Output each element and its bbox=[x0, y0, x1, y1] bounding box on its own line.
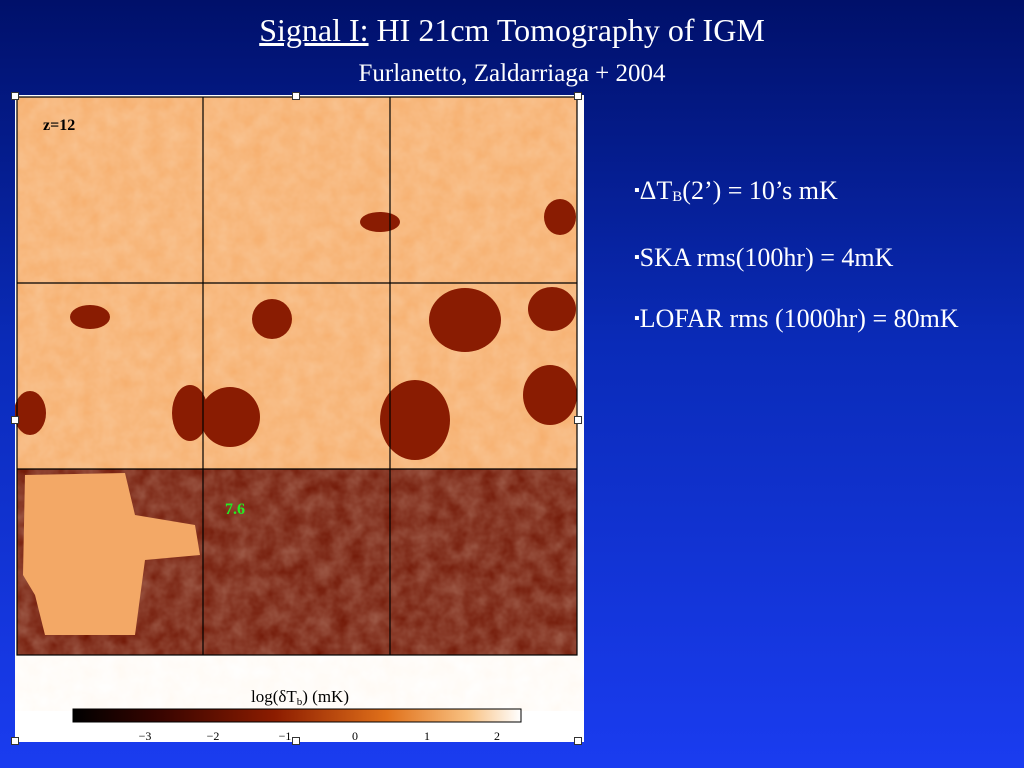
handle bbox=[11, 92, 19, 100]
title-rest: HI 21cm Tomography of IGM bbox=[376, 12, 765, 48]
handle bbox=[292, 92, 300, 100]
title: Signal I: HI 21cm Tomography of IGM bbox=[0, 12, 1024, 49]
figure: z=12 7.6 log(δTb) (mK) −3 −2 −1 0 1 2 bbox=[15, 95, 584, 742]
panel-label: 7.6 bbox=[225, 501, 245, 518]
map-panels bbox=[15, 96, 578, 656]
colorbar-label-sub: b bbox=[297, 696, 303, 708]
bullet-text: LOFAR rms (1000hr) = 80mK bbox=[639, 304, 959, 333]
bullet-text: ΔT bbox=[639, 176, 673, 205]
colorbar-tick: −1 bbox=[279, 729, 292, 742]
colorbar-tick: 0 bbox=[352, 729, 358, 742]
bullet-rest: (2’) = 10’s mK bbox=[682, 176, 838, 205]
colorbar-label-end: ) (mK) bbox=[302, 687, 349, 706]
handle bbox=[574, 737, 582, 745]
bullet: SKA rms(100hr) = 4mK bbox=[634, 239, 1004, 277]
handle bbox=[574, 416, 582, 424]
colorbar-label-main: log(δT bbox=[251, 687, 297, 706]
bullet-text: SKA rms(100hr) = 4mK bbox=[639, 243, 894, 272]
bullet-list: ΔTB(2’) = 10’s mK SKA rms(100hr) = 4mK L… bbox=[634, 172, 1004, 361]
colorbar bbox=[72, 708, 522, 723]
colorbar-tick: −2 bbox=[207, 729, 220, 742]
colorbar-tick: 2 bbox=[494, 729, 500, 742]
bullet: ΔTB(2’) = 10’s mK bbox=[634, 172, 1004, 216]
colorbar-tick: −3 bbox=[139, 729, 152, 742]
handle bbox=[292, 737, 300, 745]
title-underlined: Signal I: bbox=[259, 12, 369, 48]
colorbar-label: log(δTb) (mK) bbox=[251, 687, 349, 708]
bullet: LOFAR rms (1000hr) = 80mK bbox=[634, 300, 1004, 338]
handle bbox=[11, 416, 19, 424]
colorbar-tick: 1 bbox=[424, 729, 430, 742]
handle bbox=[574, 92, 582, 100]
figure-image: z=12 7.6 log(δTb) (mK) −3 −2 −1 0 1 2 bbox=[15, 96, 578, 742]
subtitle: Furlanetto, Zaldarriaga + 2004 bbox=[358, 60, 666, 87]
panel-label: z=12 bbox=[43, 117, 75, 134]
handle bbox=[11, 737, 19, 745]
bullet-sub: B bbox=[672, 189, 683, 205]
